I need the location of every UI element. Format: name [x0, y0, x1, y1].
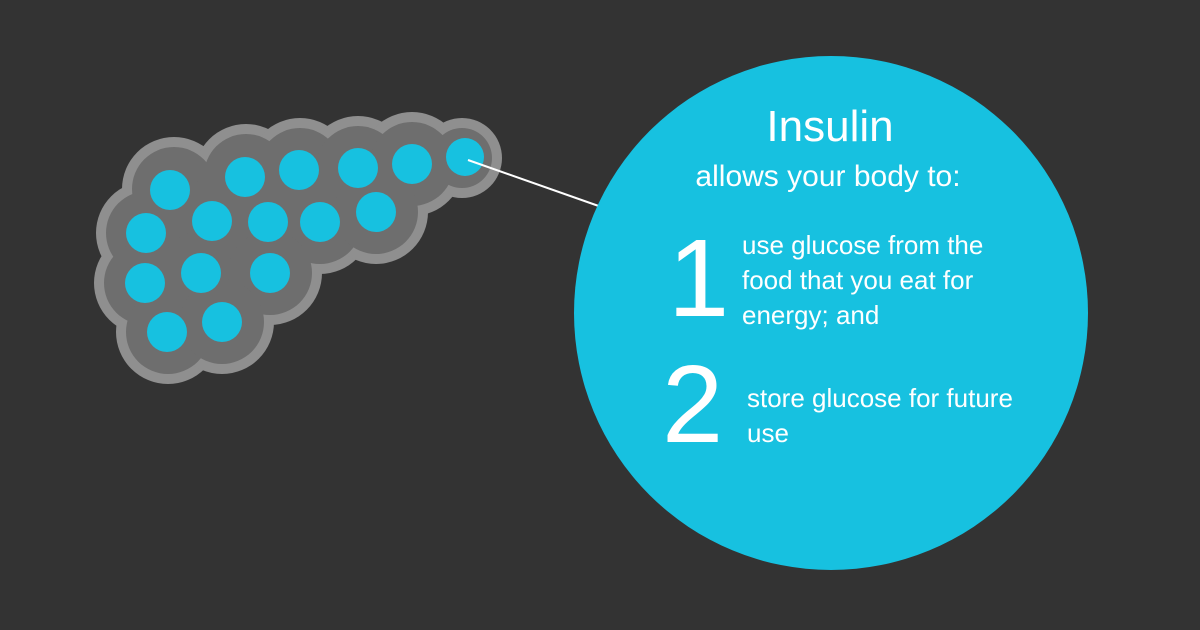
islet-cell — [279, 150, 319, 190]
item-text-2: store glucose for future use — [747, 383, 1013, 448]
islet-cell — [192, 201, 232, 241]
islet-cell — [126, 213, 166, 253]
item-number-1: 1 — [668, 217, 730, 340]
islet-cell — [125, 263, 165, 303]
islet-cell-highlighted — [446, 138, 484, 176]
islet-cell — [150, 170, 190, 210]
islet-cell — [338, 148, 378, 188]
islet-cell — [248, 202, 288, 242]
islet-cell — [250, 253, 290, 293]
islet-cell — [181, 253, 221, 293]
islet-cell — [300, 202, 340, 242]
callout-circle — [574, 56, 1088, 570]
islet-cell — [392, 144, 432, 184]
islet-cell — [356, 192, 396, 232]
islet-cell — [202, 302, 242, 342]
callout-connector-line — [467, 159, 611, 211]
islet-cell — [225, 157, 265, 197]
callout-title: Insulin — [766, 102, 894, 151]
islet-cell — [147, 312, 187, 352]
callout-subtitle: allows your body to: — [695, 160, 961, 193]
item-number-2: 2 — [662, 343, 724, 466]
item-text-1: use glucose from the food that you eat f… — [742, 230, 984, 330]
